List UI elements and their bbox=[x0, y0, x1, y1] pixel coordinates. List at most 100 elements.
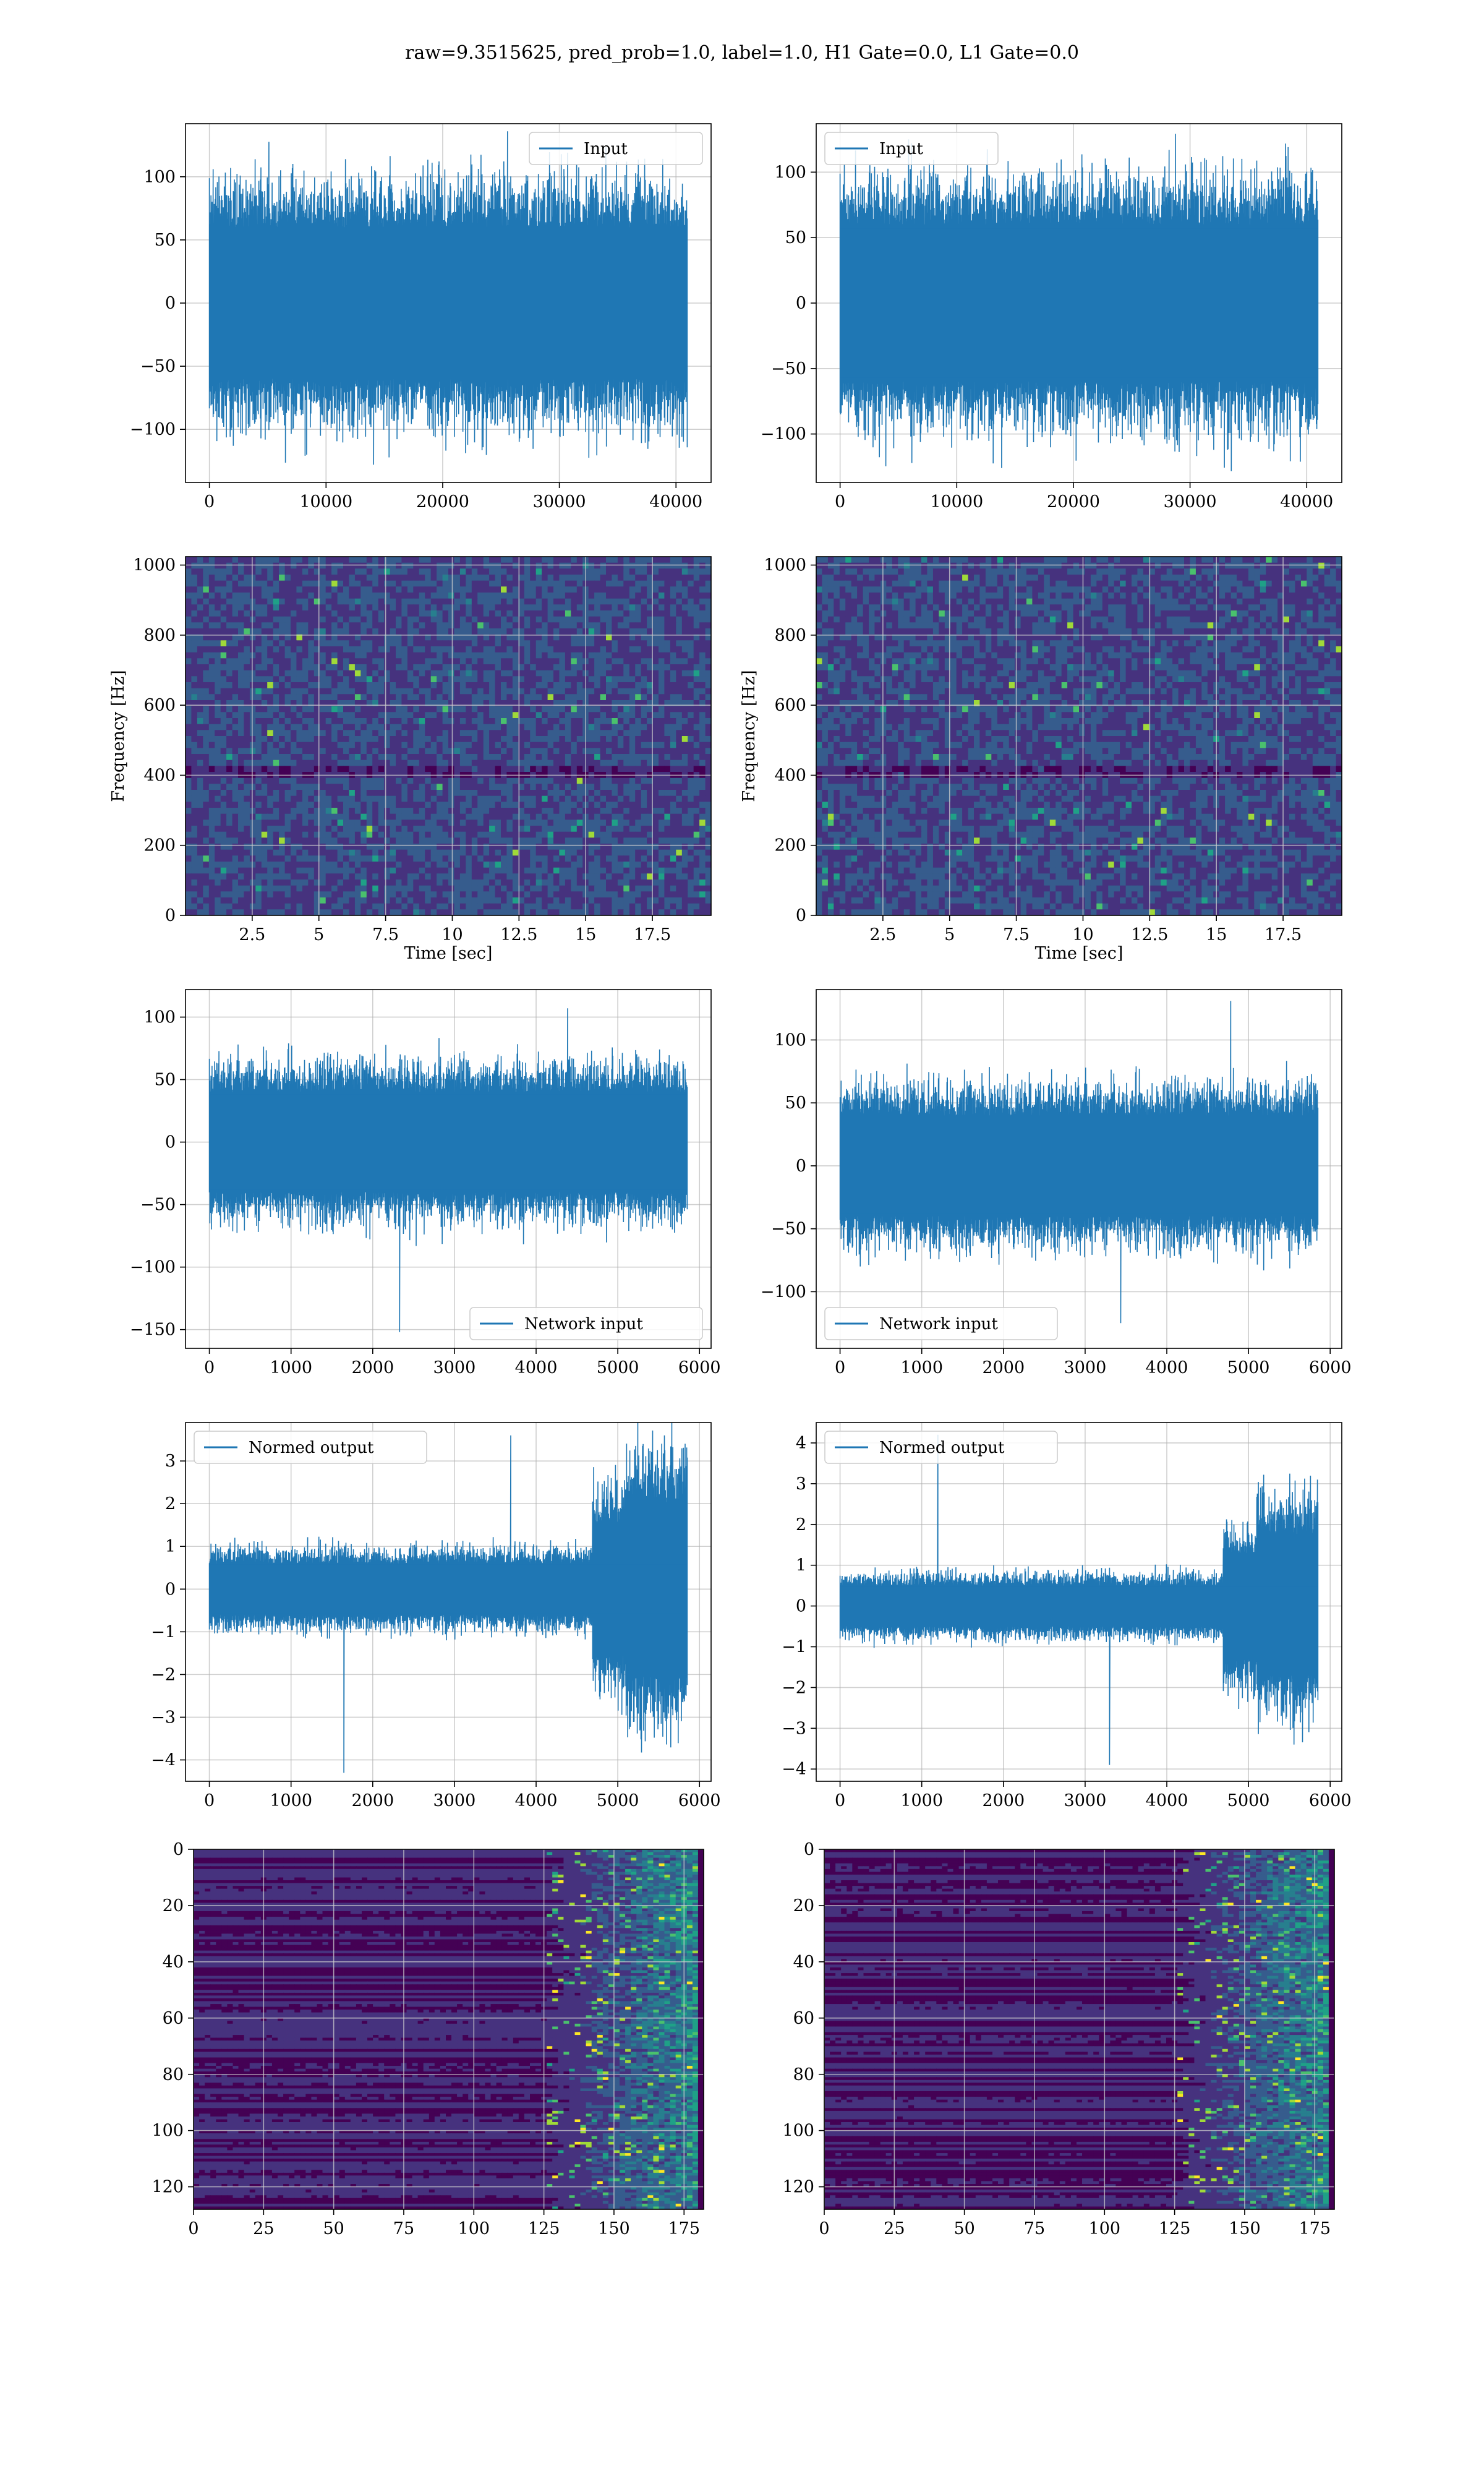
y-tick-label: −50 bbox=[140, 1196, 176, 1215]
x-tick-label: 40000 bbox=[649, 492, 702, 511]
y-tick-label: −100 bbox=[761, 1282, 806, 1301]
legend-label: Input bbox=[879, 140, 923, 158]
x-tick-label: 20000 bbox=[1047, 492, 1100, 511]
ticks: 0 1000 2000 3000 4000 5000 6000 3 2 1 0 −1 −2 −3 −4 bbox=[151, 1452, 720, 1810]
y-tick-label: 80 bbox=[163, 2065, 184, 2084]
axes-frame bbox=[193, 1849, 704, 2210]
y-tick-label: 100 bbox=[143, 1008, 176, 1027]
x-tick-label: 50 bbox=[323, 2219, 344, 2238]
y-tick-label: 100 bbox=[774, 163, 806, 182]
x-tick-label: 125 bbox=[1159, 2219, 1191, 2238]
y-tick-label: 0 bbox=[165, 294, 176, 313]
y-tick-label: 80 bbox=[793, 2065, 814, 2084]
legend-label: Network input bbox=[524, 1315, 643, 1333]
axes-frame bbox=[816, 989, 1342, 1349]
y-tick-label: 100 bbox=[782, 2121, 814, 2141]
x-tick-label: 0 bbox=[204, 492, 215, 511]
y-tick-label: 0 bbox=[796, 1157, 806, 1176]
x-tick-label: 75 bbox=[1024, 2219, 1045, 2238]
y-tick-label: 400 bbox=[774, 766, 806, 785]
y-axis-label: Frequency [Hz] bbox=[740, 670, 759, 802]
x-tick-label: 2000 bbox=[351, 1358, 394, 1377]
axes-frame bbox=[816, 556, 1342, 916]
y-tick-label: −100 bbox=[130, 420, 176, 439]
y-tick-label: 100 bbox=[143, 168, 176, 187]
x-tick-label: 4000 bbox=[515, 1358, 558, 1377]
y-tick-label: 20 bbox=[163, 1896, 184, 1915]
y-tick-label: 3 bbox=[165, 1452, 176, 1471]
x-tick-label: 4000 bbox=[1146, 1358, 1188, 1377]
x-tick-label: 175 bbox=[1298, 2219, 1331, 2238]
x-tick-label: 175 bbox=[668, 2219, 700, 2238]
x-tick-label: 3000 bbox=[1064, 1791, 1107, 1810]
ticks: 0 1000 2000 3000 4000 5000 6000 100 50 0 −50 −100 bbox=[761, 1030, 1352, 1377]
y-tick-label: 40 bbox=[163, 1953, 184, 1972]
x-tick-label: 10000 bbox=[299, 492, 352, 511]
x-tick-label: 150 bbox=[1229, 2219, 1261, 2238]
y-tick-label: 200 bbox=[143, 836, 176, 855]
y-tick-label: 0 bbox=[796, 294, 806, 313]
x-tick-label: 30000 bbox=[1164, 492, 1217, 511]
x-tick-label: 0 bbox=[835, 1358, 845, 1377]
chart-input-l1: Input 0 10000 20000 30000 40000 100 50 0 −50 −100 bbox=[761, 123, 1342, 511]
x-tick-label: 5000 bbox=[597, 1358, 639, 1377]
ticks: 0 25 50 75 100 125 150 175 0 20 40 60 80 100 120 bbox=[151, 1840, 700, 2238]
heatmap-cells bbox=[816, 557, 1342, 915]
y-tick-label: −1 bbox=[782, 1638, 806, 1657]
x-tick-label: 25 bbox=[253, 2219, 274, 2238]
chart-feature-map-l1: 0 25 50 75 100 125 150 175 0 20 40 60 80 100 120 bbox=[782, 1840, 1335, 2238]
figure-title: raw=9.3515625, pred_prob=1.0, label=1.0,… bbox=[0, 42, 1484, 64]
x-tick-label: 5000 bbox=[597, 1791, 639, 1810]
y-tick-label: 60 bbox=[793, 2009, 814, 2028]
x-tick-label: 7.5 bbox=[1003, 925, 1030, 944]
x-tick-label: 150 bbox=[598, 2219, 630, 2238]
series-core bbox=[209, 1564, 688, 1614]
y-tick-label: −1 bbox=[151, 1622, 176, 1641]
axes-frame bbox=[816, 1422, 1342, 1782]
y-tick-label: 1000 bbox=[764, 556, 806, 575]
y-tick-label: −100 bbox=[130, 1258, 176, 1277]
x-tick-label: 1000 bbox=[900, 1791, 943, 1810]
x-tick-label: 0 bbox=[204, 1358, 215, 1377]
chart-feature-map-h1: 0 25 50 75 100 125 150 175 0 20 40 60 80 100 120 bbox=[151, 1840, 704, 2238]
ticks: 0 1000 2000 3000 4000 5000 6000 4 3 2 1 0 −1 −2 −3 −4 bbox=[782, 1434, 1351, 1810]
x-tick-label: 0 bbox=[204, 1791, 215, 1810]
ticks: 0 10000 20000 30000 40000 100 50 0 −50 −100 bbox=[761, 163, 1333, 511]
y-tick-label: 3 bbox=[796, 1475, 806, 1494]
y-tick-label: 0 bbox=[804, 1840, 814, 1859]
y-tick-label: 40 bbox=[793, 1953, 814, 1972]
x-tick-label: 1000 bbox=[270, 1791, 312, 1810]
legend: Input bbox=[529, 132, 703, 165]
y-tick-label: −4 bbox=[151, 1750, 176, 1770]
axes-frame bbox=[185, 556, 712, 916]
chart-normed-output-h1: Normed output 0 1000 2000 3000 4000 5000 6000 3 2… bbox=[151, 1422, 721, 1810]
x-tick-label: 100 bbox=[1089, 2219, 1121, 2238]
y-tick-label: 0 bbox=[796, 906, 806, 925]
x-tick-label: 40000 bbox=[1280, 492, 1333, 511]
x-axis-label: Time [sec] bbox=[1035, 944, 1124, 963]
heatmap-cells bbox=[194, 1849, 704, 2209]
x-tick-label: 6000 bbox=[678, 1791, 721, 1810]
series-core bbox=[840, 228, 1318, 378]
x-tick-label: 0 bbox=[835, 492, 845, 511]
y-tick-label: −50 bbox=[771, 1220, 806, 1239]
y-tick-label: 50 bbox=[155, 1071, 176, 1090]
y-tick-label: 4 bbox=[796, 1434, 806, 1453]
x-tick-label: 0 bbox=[188, 2219, 198, 2238]
legend: Normed output bbox=[824, 1431, 1058, 1464]
y-tick-label: −50 bbox=[771, 359, 806, 379]
x-tick-label: 2000 bbox=[982, 1791, 1025, 1810]
y-tick-label: 800 bbox=[774, 626, 806, 645]
chart-normed-output-l1: Normed output 0 1000 2000 3000 4000 5000 6000 4 3… bbox=[782, 1422, 1352, 1810]
series-core bbox=[840, 1118, 1318, 1214]
axes-frame bbox=[185, 1422, 712, 1782]
y-tick-label: −50 bbox=[140, 357, 176, 376]
x-axis-label: Time [sec] bbox=[404, 944, 493, 963]
legend-label: Normed output bbox=[249, 1439, 374, 1457]
y-tick-label: 2 bbox=[796, 1515, 806, 1534]
y-tick-label: 400 bbox=[143, 766, 176, 785]
x-tick-label: 1000 bbox=[270, 1358, 312, 1377]
